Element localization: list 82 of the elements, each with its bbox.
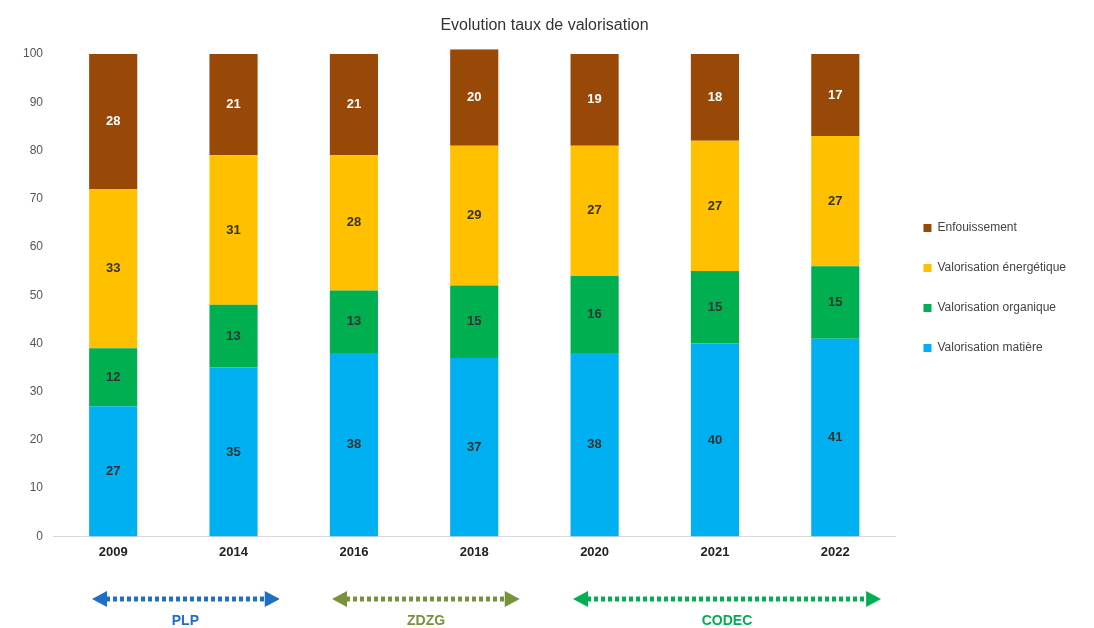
bar — [329, 155, 378, 291]
data-label: 21 — [346, 96, 362, 112]
bar — [209, 155, 258, 305]
data-label: 31 — [226, 221, 241, 237]
data-label: 27 — [707, 197, 723, 213]
bar — [89, 54, 138, 190]
text: CODEC — [700, 612, 754, 628]
x-tick-label: 2022 — [820, 543, 850, 559]
bar — [811, 266, 860, 339]
data-label: 27 — [828, 192, 843, 208]
x-tick-label: 2018 — [459, 543, 489, 559]
data-label: 38 — [346, 436, 362, 452]
y-tick-label: 50 — [29, 287, 44, 302]
chart-title: Evolution taux de valorisation — [440, 16, 649, 34]
data-label: 38 — [587, 436, 602, 452]
bar — [89, 406, 138, 537]
data-label: 13 — [226, 327, 241, 343]
data-label: 37 — [467, 438, 482, 454]
bar — [209, 54, 258, 156]
bar — [690, 54, 740, 141]
bar — [450, 357, 499, 537]
bar — [450, 49, 499, 146]
bar — [690, 271, 740, 344]
data-label: 40 — [707, 431, 723, 447]
x-tick-label: 2014 — [219, 543, 249, 559]
text: PLP — [170, 612, 200, 628]
bar — [209, 304, 258, 368]
y-tick-label: 80 — [29, 142, 44, 157]
data-label: 27 — [587, 202, 602, 218]
bar — [570, 145, 619, 276]
data-label: 28 — [105, 113, 121, 129]
y-tick-label: 70 — [29, 191, 44, 206]
data-label: 17 — [828, 86, 843, 102]
bar — [570, 353, 619, 537]
data-label: 41 — [828, 429, 843, 445]
data-label: 15 — [828, 294, 843, 310]
bar — [570, 54, 619, 146]
y-tick-label: 30 — [29, 384, 44, 398]
x-tick-label: 2009 — [98, 543, 128, 559]
data-label: 20 — [467, 89, 482, 105]
bar — [89, 348, 138, 407]
y-tick-label: 20 — [29, 432, 44, 447]
data-label: 12 — [105, 368, 121, 384]
data-label: 33 — [105, 260, 121, 276]
data-label: 13 — [346, 313, 362, 329]
bar — [329, 290, 378, 354]
data-label: 19 — [587, 91, 602, 107]
bar — [209, 367, 258, 537]
y-tick-label: 100 — [22, 46, 44, 61]
bar — [450, 285, 499, 358]
data-label: 28 — [346, 214, 362, 230]
x-tick-label: 2021 — [700, 543, 730, 559]
y-tick-label: 60 — [29, 239, 44, 254]
legend-label: Enfouissement — [937, 220, 1018, 235]
bar — [570, 275, 619, 354]
x-tick-label: 2020 — [580, 543, 610, 559]
data-label: 18 — [707, 89, 723, 105]
legend-label: Valorisation matière — [937, 340, 1043, 355]
bar — [450, 145, 499, 286]
bar — [811, 136, 860, 267]
data-label: 15 — [467, 313, 482, 329]
bar — [329, 353, 378, 537]
data-label: 16 — [587, 306, 602, 322]
bar — [811, 338, 860, 537]
bar — [89, 189, 138, 349]
y-tick-label: 10 — [29, 480, 44, 495]
bar — [690, 343, 740, 537]
data-label: 27 — [105, 462, 121, 478]
bar — [329, 54, 378, 156]
y-tick-label: 40 — [29, 335, 44, 350]
legend-label: Valorisation organique — [937, 300, 1057, 315]
data-label: 29 — [467, 207, 482, 223]
data-label: 21 — [226, 96, 241, 112]
data-label: 35 — [226, 443, 241, 459]
data-label: 15 — [707, 298, 723, 314]
x-tick-label: 2016 — [339, 543, 369, 559]
y-tick-label: 0 — [36, 528, 44, 543]
text: ZDZG — [406, 612, 447, 628]
bar — [690, 140, 740, 272]
y-tick-label: 90 — [29, 94, 44, 109]
legend-label: Valorisation énergétique — [937, 260, 1067, 275]
bar — [811, 54, 860, 137]
